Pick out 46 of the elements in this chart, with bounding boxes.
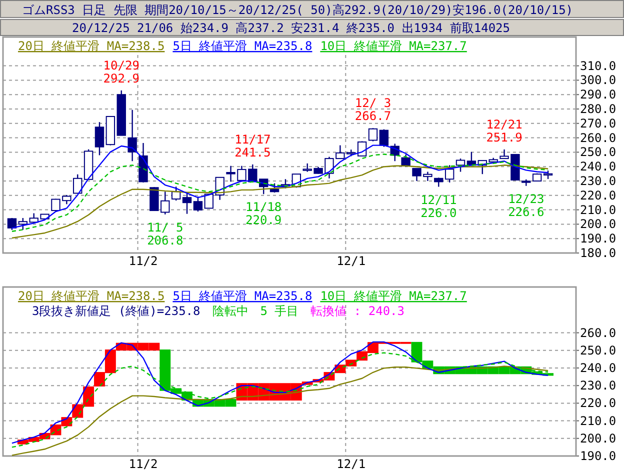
annotation: 12/23 226.6 <box>508 192 544 219</box>
annotation: 11/17 241.5 <box>234 132 271 160</box>
text: 5日 終値平滑 MA=235.8 <box>172 39 312 53</box>
text: 10日 終値平滑 MA=237.7 <box>320 289 467 303</box>
y-tick-label: 240.0 <box>580 160 616 174</box>
y-tick-label: 290.0 <box>580 88 616 102</box>
y-tick-label: 210.0 <box>580 414 616 428</box>
y-tick-label: 220.0 <box>580 188 616 202</box>
annotation: 陰転中 <box>212 304 248 318</box>
y-tick-label: 230.0 <box>580 378 616 393</box>
y-tick-label: 260.0 <box>580 130 616 145</box>
text: 20日 終値平滑 MA=238.5 <box>18 39 165 53</box>
y-tick-label: 270.0 <box>580 116 616 130</box>
y-tick-label: 180.0 <box>580 246 616 260</box>
y-tick-label: 250.0 <box>580 145 616 160</box>
annotation: 12/ 3 266.7 <box>354 96 392 124</box>
x-tick-label: 11/2 <box>128 254 158 268</box>
y-tick-label: 220.0 <box>580 396 616 410</box>
y-tick-label: 240.0 <box>580 360 616 375</box>
annotation: 12/21 251.9 <box>486 117 522 144</box>
annotation: 5 手目 <box>260 304 299 318</box>
chart-title: ゴムRSS3 日足 先限 期間20/10/15～20/12/25( 50)高292.9(20/10/29)安196.0(20/10/15) <box>22 3 574 17</box>
annotation: 10/29 292.9 <box>103 58 140 86</box>
y-tick-label: 200.0 <box>580 217 616 232</box>
y-tick-label: 190.0 <box>580 449 616 463</box>
text: 5日 終値平滑 MA=235.8 <box>172 289 312 303</box>
y-tick-label: 300.0 <box>580 73 616 88</box>
annotation: 12/11 226.0 <box>420 192 457 220</box>
annotation: 3段抜き新値足 (終値)=235.8 <box>32 304 200 318</box>
annotation: 転換値 : 240.3 <box>310 304 404 318</box>
x-tick-label: 12/1 <box>336 254 366 268</box>
annotation: 11/18 220.9 <box>246 200 282 228</box>
chart-subtitle: 20/12/25 21/06 始234.9 高237.2 安231.4 終235.0 出1934 前取14025 <box>72 21 510 35</box>
annotation: 11/ 5 206.8 <box>147 220 184 248</box>
y-tick-label: 190.0 <box>580 232 616 246</box>
x-tick-label: 12/1 <box>336 457 366 471</box>
y-tick-label: 200.0 <box>580 431 616 446</box>
y-tick-label: 230.0 <box>580 174 616 188</box>
y-tick-label: 280.0 <box>580 102 616 116</box>
text: 10日 終値平滑 MA=237.7 <box>320 39 467 53</box>
text: 20日 終値平滑 MA=238.5 <box>18 289 165 303</box>
x-tick-label: 11/2 <box>128 457 158 471</box>
y-tick-label: 210.0 <box>580 202 616 217</box>
y-tick-label: 310.0 <box>580 58 616 73</box>
y-tick-label: 260.0 <box>580 326 616 340</box>
y-tick-label: 250.0 <box>580 343 616 358</box>
